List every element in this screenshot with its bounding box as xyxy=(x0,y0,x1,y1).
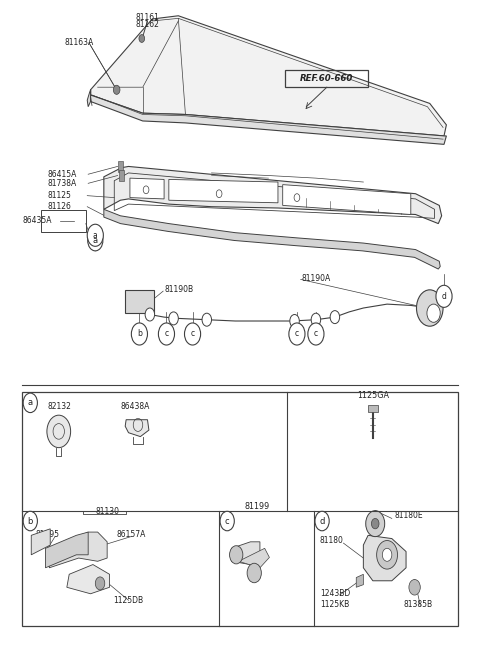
Polygon shape xyxy=(231,542,260,565)
Polygon shape xyxy=(239,548,269,568)
Text: 81190A: 81190A xyxy=(301,274,331,283)
Circle shape xyxy=(113,85,120,94)
Text: c: c xyxy=(295,329,299,339)
Text: d: d xyxy=(442,292,446,301)
Polygon shape xyxy=(87,90,91,107)
Text: 86415A: 86415A xyxy=(48,170,77,179)
Polygon shape xyxy=(46,532,88,568)
Polygon shape xyxy=(104,210,440,269)
Text: c: c xyxy=(164,329,168,339)
Circle shape xyxy=(366,511,384,536)
Circle shape xyxy=(158,323,175,345)
Circle shape xyxy=(220,512,234,531)
Circle shape xyxy=(427,304,440,322)
Circle shape xyxy=(23,393,37,413)
Polygon shape xyxy=(169,179,278,203)
Polygon shape xyxy=(91,90,446,144)
Text: 81199: 81199 xyxy=(245,502,270,512)
Circle shape xyxy=(139,35,144,43)
Circle shape xyxy=(308,323,324,345)
Text: b: b xyxy=(28,517,33,525)
Circle shape xyxy=(315,512,329,531)
Circle shape xyxy=(169,312,179,325)
Text: 82132: 82132 xyxy=(48,402,72,411)
Circle shape xyxy=(290,314,300,328)
Text: c: c xyxy=(191,329,194,339)
Circle shape xyxy=(87,224,103,246)
Circle shape xyxy=(247,563,261,583)
Polygon shape xyxy=(49,532,107,568)
Text: 86157A: 86157A xyxy=(116,529,145,538)
Circle shape xyxy=(96,577,105,590)
Text: a: a xyxy=(28,398,33,407)
Text: 1125KB: 1125KB xyxy=(320,600,349,608)
Text: 81130: 81130 xyxy=(95,508,119,516)
Text: 81163A: 81163A xyxy=(64,38,94,47)
Polygon shape xyxy=(130,178,164,199)
Polygon shape xyxy=(125,420,149,437)
Polygon shape xyxy=(31,529,50,555)
Polygon shape xyxy=(91,16,446,136)
Circle shape xyxy=(436,286,452,307)
Text: 81385B: 81385B xyxy=(404,600,433,608)
Circle shape xyxy=(47,415,71,447)
Polygon shape xyxy=(363,535,406,581)
Text: a: a xyxy=(93,236,98,245)
Text: c: c xyxy=(225,517,229,525)
Circle shape xyxy=(409,580,420,595)
Circle shape xyxy=(132,323,147,345)
Circle shape xyxy=(88,230,103,251)
Circle shape xyxy=(289,323,305,345)
Text: 81190B: 81190B xyxy=(164,286,193,294)
Text: 81126: 81126 xyxy=(48,202,72,211)
Circle shape xyxy=(202,313,212,326)
Circle shape xyxy=(145,308,155,321)
Circle shape xyxy=(311,313,321,326)
Polygon shape xyxy=(283,185,411,214)
Bar xyxy=(22,392,458,626)
Bar xyxy=(285,70,368,87)
Circle shape xyxy=(377,540,397,569)
Bar xyxy=(368,405,378,412)
Polygon shape xyxy=(356,574,363,588)
Text: a: a xyxy=(93,231,97,240)
Bar xyxy=(119,170,124,181)
Bar xyxy=(41,210,86,232)
Bar xyxy=(118,161,123,172)
Text: 86435A: 86435A xyxy=(23,217,52,225)
Text: d: d xyxy=(319,517,325,525)
Text: 86438A: 86438A xyxy=(121,402,150,411)
Circle shape xyxy=(229,546,243,564)
Circle shape xyxy=(330,310,340,324)
Text: 81162: 81162 xyxy=(135,20,159,29)
Text: c: c xyxy=(314,329,318,339)
Text: 81738A: 81738A xyxy=(48,179,77,188)
Text: 1243BD: 1243BD xyxy=(320,590,350,598)
Circle shape xyxy=(184,323,201,345)
Text: 81180E: 81180E xyxy=(394,512,423,520)
Circle shape xyxy=(372,519,379,529)
Circle shape xyxy=(383,548,392,561)
Text: 81161: 81161 xyxy=(135,12,159,22)
Polygon shape xyxy=(67,565,109,594)
Circle shape xyxy=(23,512,37,531)
Text: 1125GA: 1125GA xyxy=(357,390,389,400)
Text: 81125: 81125 xyxy=(48,191,72,200)
FancyBboxPatch shape xyxy=(125,290,154,313)
Text: 1125DB: 1125DB xyxy=(113,596,144,605)
Text: REF.60-660: REF.60-660 xyxy=(300,74,353,83)
Circle shape xyxy=(417,290,443,326)
Polygon shape xyxy=(104,166,442,223)
Text: 81195: 81195 xyxy=(35,529,59,538)
Text: 81180: 81180 xyxy=(320,536,344,545)
Text: b: b xyxy=(137,329,142,339)
